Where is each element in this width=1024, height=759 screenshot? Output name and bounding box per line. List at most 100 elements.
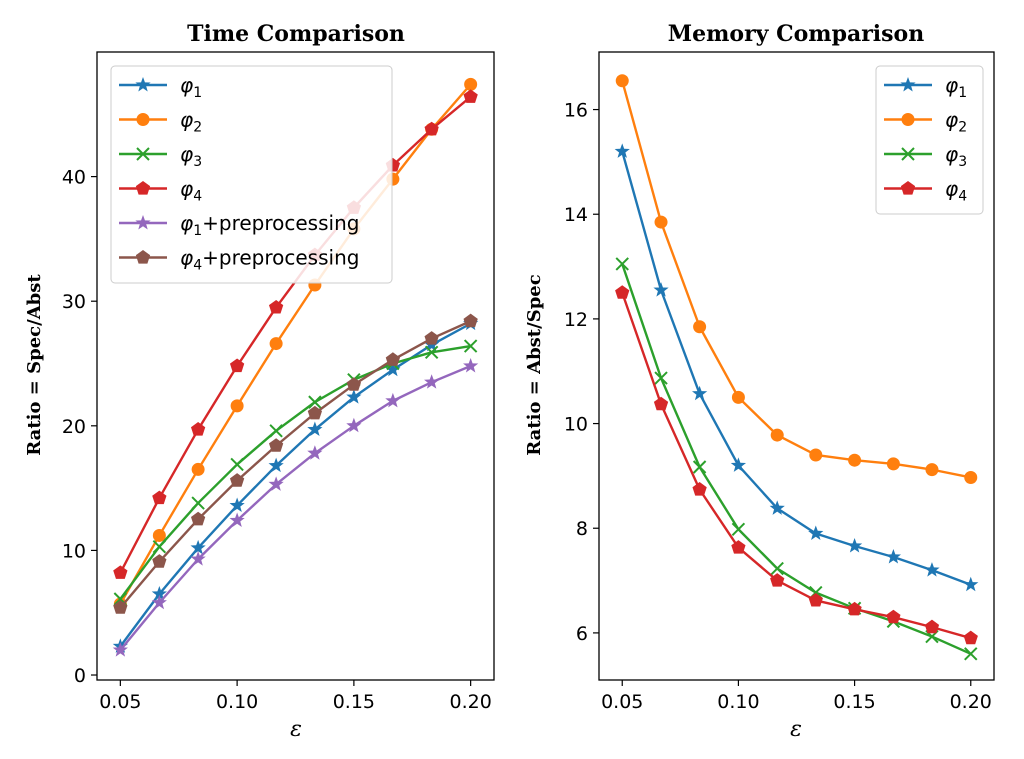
data-point: [346, 389, 362, 404]
y-tick-label: 6: [576, 623, 588, 645]
legend-entry: φ2: [119, 108, 202, 136]
data-point: [346, 377, 362, 391]
data-point: [846, 538, 863, 553]
x-tick-label: 0.10: [216, 691, 258, 713]
legend-marker: [900, 181, 916, 195]
y-tick-label: 40: [62, 167, 86, 189]
data-point: [770, 573, 785, 587]
data-point: [113, 600, 128, 614]
series-line: [621, 151, 972, 586]
data-point: [847, 601, 862, 616]
data-point: [692, 482, 707, 496]
data-point: [424, 121, 439, 136]
legend-marker: [901, 147, 915, 161]
series-line: [119, 344, 471, 600]
y-tick-label: 14: [564, 204, 588, 226]
y-tick-label: 10: [564, 414, 588, 436]
data-point: [112, 642, 128, 657]
memory-comparison-chart: Memory Comparison Ratio = Abst/Spec ε 0.…: [524, 21, 995, 742]
legend-marker: [901, 113, 915, 126]
data-point: [385, 392, 401, 408]
data-point: [731, 390, 745, 404]
legend-entry: φ2: [884, 108, 967, 136]
legend-label: φ2: [180, 108, 202, 136]
data-point: [692, 385, 708, 401]
data-point: [151, 594, 167, 610]
legend-entry: φ3: [119, 142, 202, 170]
data-point: [924, 619, 940, 634]
data-point: [731, 522, 746, 536]
y-axis-label: Ratio = Abst/Spec: [524, 274, 545, 455]
legend-entry: φ1: [119, 73, 202, 101]
data-point: [963, 576, 979, 592]
data-point: [346, 417, 362, 433]
legend-marker: [135, 215, 151, 230]
data-point: [964, 647, 978, 661]
data-point: [190, 551, 206, 566]
series-line: [119, 320, 472, 609]
data-point: [230, 399, 244, 413]
data-point: [229, 473, 245, 487]
legend-label: φ4+preprocessing: [180, 246, 359, 274]
plot-area-frame: [598, 51, 995, 681]
data-point: [463, 89, 478, 103]
data-point: [615, 74, 629, 88]
data-point: [191, 462, 205, 476]
legend-label: φ4: [945, 177, 967, 205]
legend-entry: φ3: [884, 142, 967, 170]
x-tick-label: 0.05: [601, 691, 643, 713]
data-point: [615, 285, 630, 299]
data-point: [963, 630, 978, 645]
series-line: [621, 263, 972, 655]
data-point: [731, 540, 746, 554]
data-point: [152, 490, 167, 505]
data-point: [886, 609, 901, 624]
legend-frame: [110, 65, 393, 284]
y-tick-label: 16: [564, 100, 588, 122]
legend-entry: φ4: [884, 177, 967, 205]
x-axis-label: ε: [290, 717, 302, 742]
series-line: [621, 292, 972, 640]
series-5: [112, 358, 479, 657]
data-point: [654, 371, 668, 385]
series-line: [119, 364, 472, 651]
data-point: [307, 445, 323, 460]
data-point: [268, 476, 284, 491]
data-point: [385, 361, 401, 377]
data-point: [190, 422, 206, 436]
data-point: [113, 565, 128, 579]
y-tick-label: 30: [62, 291, 86, 313]
data-point: [614, 143, 630, 158]
legend-frame: [875, 65, 984, 215]
legend-entry: φ1+preprocessing: [119, 211, 359, 239]
data-point: [268, 457, 284, 473]
data-point: [229, 512, 245, 527]
data-point: [424, 331, 439, 345]
series-6: [113, 313, 478, 614]
legend: φ1 φ2 φ3 φ4: [875, 65, 984, 215]
data-point: [925, 463, 939, 477]
series-4: [615, 285, 978, 645]
data-point: [268, 299, 284, 314]
legend-marker: [135, 181, 151, 195]
data-point: [152, 528, 166, 542]
data-point: [848, 453, 862, 467]
chart-title: Time Comparison: [187, 21, 405, 47]
data-point: [770, 561, 784, 576]
data-point: [229, 497, 245, 513]
legend-marker: [900, 77, 916, 92]
data-point: [886, 457, 900, 471]
data-point: [190, 539, 206, 555]
data-point: [654, 215, 668, 229]
data-point: [152, 554, 167, 568]
x-tick-label: 0.05: [99, 691, 141, 713]
data-point: [268, 438, 284, 452]
data-point: [307, 421, 323, 437]
data-point: [424, 374, 440, 389]
data-point: [463, 313, 478, 328]
legend-marker: [135, 250, 151, 264]
x-tick-label: 0.10: [717, 691, 759, 713]
legend-label: φ3: [945, 142, 967, 170]
legend-marker: [136, 113, 150, 126]
legend-label: φ1: [180, 73, 202, 101]
